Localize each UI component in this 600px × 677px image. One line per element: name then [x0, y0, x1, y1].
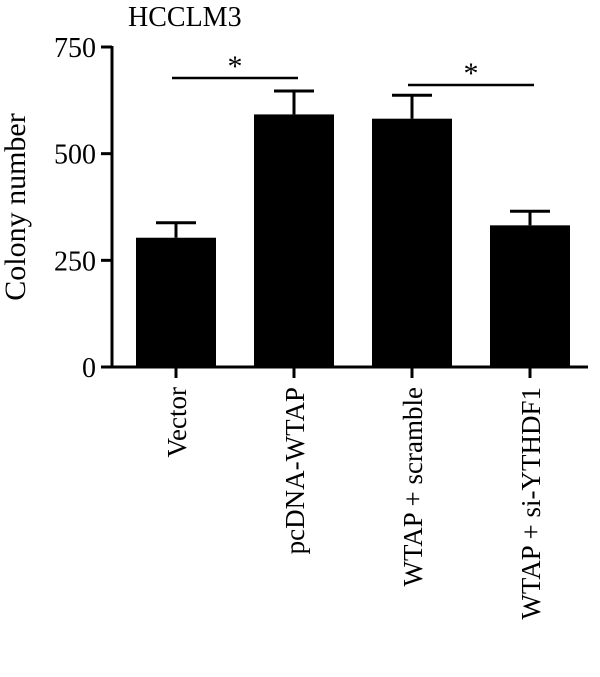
significance-star: * — [464, 57, 479, 90]
x-tick-label: WTAP + si-YTHDF1 — [516, 387, 546, 620]
y-axis-label: Colony number — [0, 113, 32, 301]
error-bars — [156, 89, 550, 238]
bars — [136, 114, 570, 368]
y-tick-label: 750 — [54, 33, 96, 64]
y-ticks: 0 250 500 750 — [54, 33, 112, 384]
x-tick-label: Vector — [162, 387, 192, 457]
bar — [136, 237, 216, 367]
x-tick-label: pcDNA-WTAP — [280, 387, 310, 554]
x-tick-label: WTAP + scramble — [398, 387, 428, 587]
y-tick-label: 0 — [82, 353, 96, 384]
x-tick-labels: Vector pcDNA-WTAP WTAP + scramble WTAP + si… — [162, 367, 546, 620]
bar — [372, 118, 452, 368]
y-tick-label: 250 — [54, 246, 96, 277]
bar — [490, 225, 570, 367]
significance-star: * — [228, 50, 243, 83]
significance-markers: * * — [172, 50, 534, 90]
chart-title: HCCLM3 — [128, 2, 242, 33]
y-tick-label: 500 — [54, 140, 96, 171]
bar — [254, 114, 334, 367]
